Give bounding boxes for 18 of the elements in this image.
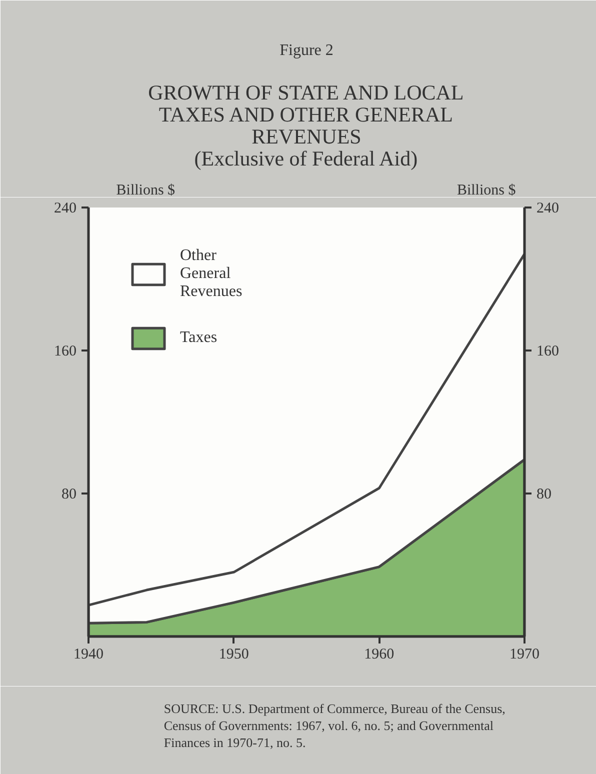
legend-label: Taxes (180, 329, 218, 347)
x-tick-label: 1940 (74, 646, 104, 662)
y2-tick-label: 160 (536, 344, 559, 360)
y2-axis-title: Billions $ (456, 182, 516, 198)
caption: Figure 2 (280, 42, 334, 59)
legend-label: Other General Revenues (180, 247, 242, 301)
chart-title: GROWTH OF STATE AND LOCAL TAXES AND OTHER GENERAL REVENUES (148, 80, 464, 148)
x-tick-label: 1970 (510, 646, 540, 662)
y-tick-label: 80 (62, 486, 76, 502)
y-tick-label: 240 (54, 200, 76, 216)
x-tick-label: 1950 (218, 646, 249, 662)
source-note: SOURCE: U.S. Department of Commerce, Bureau of the Census, Census of Governments: 1967, vol. 6, no. 5; and Governmental Finances in 1970-71, no. 5. (164, 701, 506, 750)
y2-tick-label: 80 (536, 486, 552, 502)
y2-tick-label: 240 (536, 200, 559, 216)
y-axis-title: Billions $ (116, 182, 176, 198)
chart-subtitle: (Exclusive of Federal Aid) (194, 146, 418, 170)
x-tick-label: 1960 (364, 646, 394, 662)
y-tick-label: 160 (54, 344, 76, 360)
